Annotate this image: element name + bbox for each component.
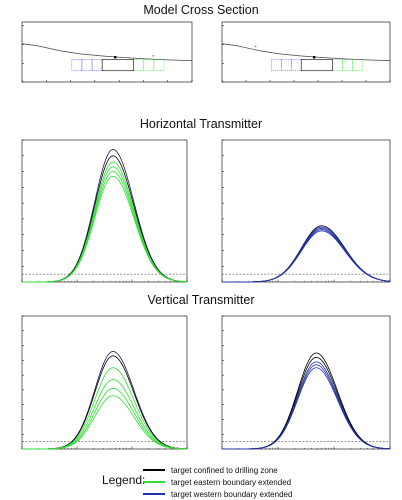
chart-axes-frame bbox=[221, 139, 391, 283]
data-series-line bbox=[222, 230, 391, 283]
target-extension-west bbox=[290, 59, 302, 71]
target-box bbox=[300, 59, 333, 72]
chart-axes-frame bbox=[221, 315, 391, 450]
legend: Legend: target confined to drilling zone… bbox=[102, 466, 292, 499]
target-box bbox=[101, 59, 135, 72]
target-extension-east bbox=[352, 59, 363, 71]
chart-panel-c bbox=[21, 139, 188, 283]
data-series-line bbox=[222, 225, 391, 283]
data-series-line bbox=[222, 357, 391, 450]
data-series-line bbox=[22, 379, 188, 450]
chart-panel-e bbox=[21, 315, 188, 450]
target-extension-west bbox=[71, 59, 83, 71]
target-extension-west bbox=[280, 59, 292, 71]
chart-panel-d bbox=[221, 139, 391, 283]
seafloor-line bbox=[21, 43, 193, 61]
transmitter-marker: * bbox=[152, 54, 154, 59]
chart-axes-frame bbox=[21, 315, 188, 450]
target-extension-east bbox=[133, 59, 145, 71]
legend-item-eastern: target eastern boundary extended bbox=[171, 478, 291, 487]
section-title-horizontal: Horizontal Transmitter bbox=[140, 117, 262, 131]
data-series-line bbox=[22, 388, 188, 450]
transmitter-marker: * bbox=[255, 45, 257, 50]
data-series-line bbox=[222, 364, 391, 450]
cross-section-panel-a: * bbox=[21, 21, 193, 83]
data-series-line bbox=[22, 395, 188, 450]
target-extension-east bbox=[332, 59, 343, 71]
cross-axes-frame bbox=[21, 21, 193, 83]
data-series-line bbox=[222, 352, 391, 450]
target-extension-west bbox=[81, 59, 93, 71]
legend-item-drilling-zone: target confined to drilling zone bbox=[171, 466, 278, 475]
legend-item-western: target western boundary extended bbox=[171, 490, 292, 499]
seafloor-line bbox=[221, 43, 391, 61]
data-series-line bbox=[22, 161, 188, 283]
receiver-marker bbox=[312, 56, 316, 59]
target-extension-east bbox=[342, 59, 353, 71]
target-extension-east bbox=[143, 59, 155, 71]
section-title-cross: Model Cross Section bbox=[143, 3, 258, 17]
data-series-line bbox=[22, 355, 188, 450]
data-series-line bbox=[222, 367, 391, 450]
receiver-marker bbox=[114, 56, 117, 59]
data-series-line bbox=[22, 175, 188, 283]
target-extension-east bbox=[153, 59, 165, 71]
cross-axes-frame bbox=[221, 21, 391, 83]
target-extension-west bbox=[91, 59, 103, 71]
legend-title: Legend: bbox=[102, 473, 145, 487]
data-series-line bbox=[22, 367, 188, 450]
data-series-line bbox=[22, 166, 188, 283]
chart-panel-f bbox=[221, 315, 391, 450]
data-series-line bbox=[222, 226, 391, 283]
section-title-vertical: Vertical Transmitter bbox=[148, 293, 255, 307]
target-extension-west bbox=[270, 59, 282, 71]
chart-axes-frame bbox=[21, 139, 188, 283]
data-series-line bbox=[222, 361, 391, 450]
cross-section-panel-b: * bbox=[221, 21, 391, 83]
